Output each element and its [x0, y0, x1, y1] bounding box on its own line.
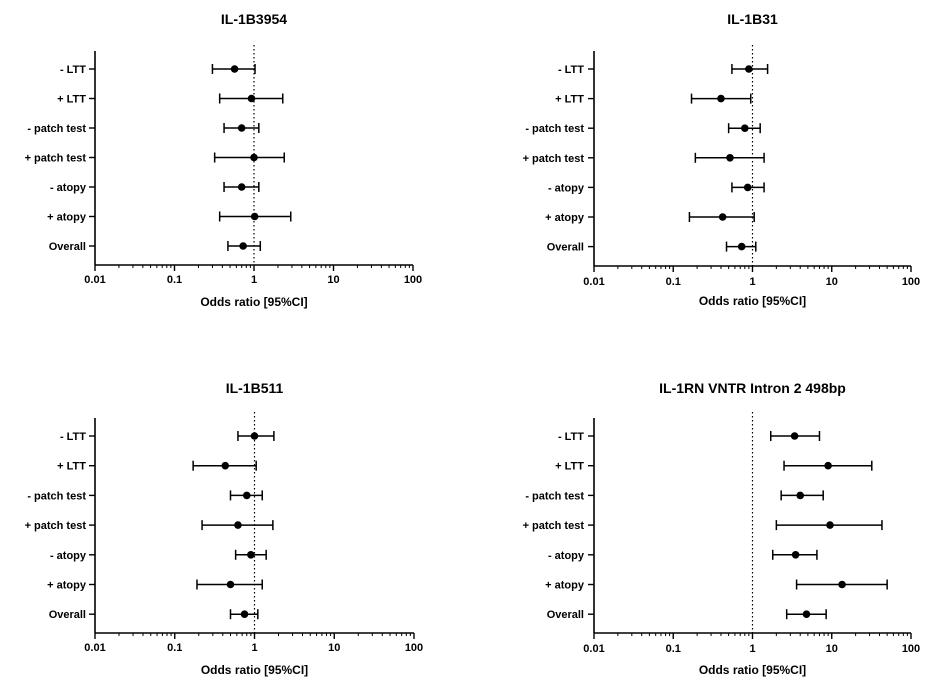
category-label: + LTT: [555, 461, 584, 473]
category-label: + atopy: [545, 580, 585, 592]
x-tick-label: 0.1: [666, 276, 681, 288]
odds-ratio-point: [802, 610, 811, 618]
x-tick-label: 10: [826, 643, 838, 655]
forest-panel-4: IL-1RN VNTR Intron 2 498bp 0.01 0.1 1 10 100 O…: [523, 380, 921, 677]
x-tick-label: 10: [328, 642, 340, 654]
odds-ratio-point: [237, 124, 246, 132]
odds-ratio-point: [226, 580, 235, 589]
odds-ratio-point: [237, 183, 246, 191]
odds-ratio-point: [240, 610, 249, 618]
odds-ratio-point: [221, 461, 230, 470]
category-label: - patch test: [27, 490, 86, 502]
odds-ratio-point: [743, 183, 752, 192]
category-label: Overall: [49, 241, 86, 253]
category-label: + atopy: [47, 580, 87, 592]
x-tick-label: 10: [826, 276, 838, 288]
odds-ratio-point: [247, 94, 256, 103]
category-label: + LTT: [555, 94, 584, 106]
x-tick-label: 100: [405, 642, 423, 654]
odds-ratio-point: [717, 94, 725, 103]
x-tick-label: 0.1: [167, 642, 182, 654]
panel-title: IL-1RN VNTR Intron 2 498bp: [659, 380, 846, 396]
category-label: + atopy: [545, 212, 585, 224]
x-tick-label: 0.1: [666, 643, 681, 655]
odds-ratio-point: [234, 521, 242, 529]
category-label: + LTT: [57, 461, 86, 473]
x-tick-label: 10: [327, 274, 339, 286]
x-tick-label: 0.1: [167, 274, 182, 286]
x-tick-label: 0.01: [583, 276, 604, 288]
odds-ratio-point: [230, 65, 239, 73]
forest-panel-3: IL-1B511 0.01 0.1 1 10 100 Odds ratio [95%CI] -…: [25, 380, 424, 677]
odds-ratio-point: [718, 213, 727, 221]
category-label: - atopy: [50, 550, 87, 562]
odds-ratio-point: [826, 521, 834, 529]
x-tick-label: 0.01: [84, 274, 105, 286]
category-label: - LTT: [60, 431, 86, 443]
odds-ratio-point: [250, 432, 259, 440]
category-label: + patch test: [523, 153, 585, 165]
category-label: - patch test: [27, 123, 86, 135]
category-label: - LTT: [60, 64, 86, 76]
odds-ratio-point: [824, 461, 832, 470]
forest-panel-1: IL-1B3954 0.01 0.1 1 10 100 Odds ratio [95%CI]…: [25, 11, 423, 309]
x-axis-label: Odds ratio [95%CI]: [200, 295, 307, 309]
panel-title: IL-1B511: [226, 380, 284, 396]
x-axis-label: Odds ratio [95%CI]: [699, 663, 806, 677]
category-label: Overall: [49, 609, 86, 621]
x-tick-label: 100: [404, 274, 422, 286]
category-label: Overall: [547, 242, 584, 254]
x-tick-label: 1: [749, 276, 755, 288]
odds-ratio-point: [838, 580, 846, 589]
category-label: - atopy: [548, 182, 585, 194]
x-tick-label: 0.01: [583, 643, 604, 655]
category-label: - LTT: [558, 431, 584, 443]
category-label: - LTT: [558, 64, 584, 76]
x-tick-label: 100: [902, 643, 920, 655]
odds-ratio-point: [796, 491, 805, 500]
category-label: + LTT: [57, 94, 86, 106]
category-label: - patch test: [525, 123, 584, 135]
category-label: - atopy: [50, 182, 87, 194]
x-tick-label: 1: [251, 274, 257, 286]
x-tick-label: 1: [749, 643, 755, 655]
x-tick-label: 0.01: [84, 642, 105, 654]
x-axis-label: Odds ratio [95%CI]: [699, 294, 806, 308]
panel-title: IL-1B31: [727, 11, 778, 27]
category-label: + patch test: [523, 520, 585, 532]
category-label: + patch test: [25, 520, 87, 532]
odds-ratio-point: [741, 124, 749, 132]
category-label: - atopy: [548, 550, 585, 562]
odds-ratio-point: [239, 242, 247, 250]
category-label: + patch test: [25, 153, 87, 165]
x-tick-label: 1: [251, 642, 257, 654]
forest-panel-2: IL-1B31 0.01 0.1 1 10 100 Odds ratio [95%CI] - …: [523, 11, 921, 308]
odds-ratio-point: [242, 491, 251, 500]
odds-ratio-point: [250, 212, 259, 221]
odds-ratio-point: [250, 153, 258, 162]
odds-ratio-point: [745, 65, 753, 73]
odds-ratio-point: [791, 551, 800, 559]
category-label: - patch test: [525, 490, 584, 502]
category-label: + atopy: [47, 212, 87, 224]
odds-ratio-point: [737, 242, 746, 251]
odds-ratio-point: [247, 551, 255, 559]
x-axis-label: Odds ratio [95%CI]: [201, 663, 308, 677]
odds-ratio-point: [790, 432, 799, 440]
panel-title: IL-1B3954: [221, 11, 287, 27]
category-label: Overall: [547, 609, 584, 621]
odds-ratio-point: [726, 154, 734, 162]
x-tick-label: 100: [902, 276, 920, 288]
